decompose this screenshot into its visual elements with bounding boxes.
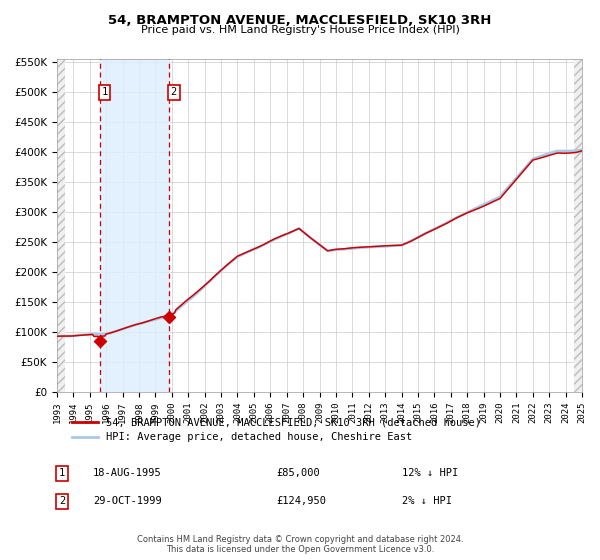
Text: Price paid vs. HM Land Registry's House Price Index (HPI): Price paid vs. HM Land Registry's House … bbox=[140, 25, 460, 35]
Bar bbox=[100, 59, 169, 392]
Text: 12% ↓ HPI: 12% ↓ HPI bbox=[402, 468, 458, 478]
Text: Contains HM Land Registry data © Crown copyright and database right 2024.
This d: Contains HM Land Registry data © Crown c… bbox=[137, 535, 463, 554]
Text: 2: 2 bbox=[59, 496, 65, 506]
Text: 1: 1 bbox=[101, 87, 108, 97]
Text: 54, BRAMPTON AVENUE, MACCLESFIELD, SK10 3RH: 54, BRAMPTON AVENUE, MACCLESFIELD, SK10 … bbox=[109, 14, 491, 27]
Bar bbox=[574, 57, 582, 392]
Text: 29-OCT-1999: 29-OCT-1999 bbox=[93, 496, 162, 506]
Text: 2: 2 bbox=[170, 87, 177, 97]
Text: £85,000: £85,000 bbox=[276, 468, 320, 478]
Text: £124,950: £124,950 bbox=[276, 496, 326, 506]
Text: 1: 1 bbox=[59, 468, 65, 478]
Text: 2% ↓ HPI: 2% ↓ HPI bbox=[402, 496, 452, 506]
Text: 18-AUG-1995: 18-AUG-1995 bbox=[93, 468, 162, 478]
Bar bbox=[57, 57, 65, 392]
Legend: 54, BRAMPTON AVENUE, MACCLESFIELD, SK10 3RH (detached house), HPI: Average price: 54, BRAMPTON AVENUE, MACCLESFIELD, SK10 … bbox=[67, 413, 485, 446]
